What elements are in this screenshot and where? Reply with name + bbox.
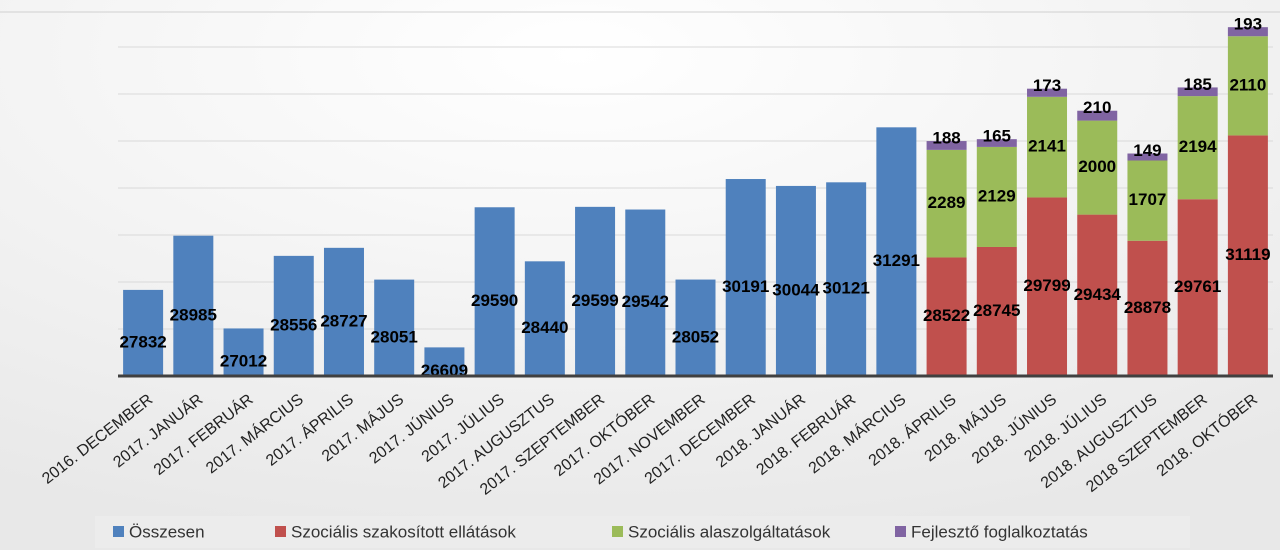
bar-segment: [1077, 214, 1118, 376]
bar-segment: [1177, 96, 1218, 200]
bar-segment: [826, 182, 867, 376]
bar-segment: [976, 146, 1017, 247]
bar-segment: [1227, 27, 1268, 37]
bar-segment: [223, 328, 264, 376]
bar-segment: [675, 279, 716, 376]
bar-segment: [725, 179, 766, 376]
bar-segment: [625, 209, 666, 376]
value-label: 29761: [1174, 277, 1221, 296]
bar-segment: [1077, 120, 1118, 215]
value-label: 31291: [873, 251, 920, 270]
bar-segment: [1027, 197, 1068, 376]
value-label: 185: [1183, 75, 1211, 94]
value-label: 28052: [672, 327, 719, 346]
legend-swatch: [275, 526, 286, 537]
bar-segment: [1227, 135, 1268, 376]
value-label: 2000: [1078, 157, 1116, 176]
value-label: 28745: [973, 301, 1020, 320]
value-label: 30044: [772, 280, 820, 299]
value-label: 2110: [1229, 75, 1266, 94]
value-label: 28440: [521, 318, 568, 337]
bar-segment: [876, 127, 917, 376]
bar-segment: [926, 149, 967, 258]
bar-segment: [273, 255, 314, 376]
bar-segment: [1227, 36, 1268, 136]
value-label: 188: [932, 129, 960, 148]
value-label: 29590: [471, 291, 518, 310]
value-label: 2194: [1179, 137, 1217, 156]
bar-segment: [1027, 88, 1068, 97]
value-label: 29599: [571, 291, 618, 310]
bar-segment: [173, 235, 214, 376]
bar-segment: [424, 347, 465, 376]
value-label: 149: [1133, 141, 1161, 160]
legend-swatch: [113, 526, 124, 537]
value-label: 29542: [622, 292, 669, 311]
value-label: 28522: [923, 306, 970, 325]
bar-segment: [1127, 153, 1168, 161]
value-label: 2289: [928, 193, 966, 212]
bar-segment: [323, 247, 364, 376]
bar-segment: [926, 141, 967, 150]
value-label: 27832: [119, 332, 166, 351]
legend-label: Összesen: [129, 522, 205, 541]
value-label: 2129: [978, 186, 1016, 205]
bar-segment: [1177, 87, 1218, 97]
bar-segment: [524, 261, 565, 376]
bar-segment: [123, 289, 164, 376]
legend-swatch: [895, 526, 906, 537]
bar-segment: [976, 139, 1017, 147]
bar-segment: [1177, 199, 1218, 376]
value-label: 1707: [1129, 190, 1167, 209]
legend-label: Szociális szakosított ellátások: [291, 522, 516, 541]
bar-segment: [1077, 110, 1118, 121]
bar-segment: [575, 206, 616, 376]
value-label: 28051: [371, 327, 418, 346]
value-label: 29799: [1023, 276, 1070, 295]
value-label: 28878: [1124, 298, 1171, 317]
value-label: 193: [1234, 15, 1262, 34]
bar-segment: [1027, 96, 1068, 198]
value-label: 165: [983, 127, 1011, 146]
value-label: 27012: [220, 352, 267, 371]
value-label: 28727: [320, 311, 367, 330]
legend-label: Fejlesztő foglalkoztatás: [911, 522, 1088, 541]
bar-segment: [1127, 240, 1168, 376]
value-label: 173: [1033, 76, 1061, 95]
value-label: 31119: [1225, 245, 1270, 264]
bar-segment: [926, 257, 967, 376]
value-label: 210: [1083, 98, 1111, 117]
value-label: 2141: [1028, 137, 1066, 156]
value-label: 29434: [1074, 285, 1122, 304]
value-label: 30121: [823, 279, 870, 298]
value-label: 28985: [170, 305, 217, 324]
bar-segment: [775, 185, 816, 376]
value-label: 30191: [722, 277, 769, 296]
legend-label: Szociális alaszolgáltatások: [628, 522, 831, 541]
bar-segment: [374, 279, 415, 376]
legend-swatch: [612, 526, 623, 537]
bar-segment: [976, 246, 1017, 376]
value-label: 28556: [270, 315, 317, 334]
bar-segment: [474, 207, 515, 376]
bar-segment: [1127, 160, 1168, 241]
